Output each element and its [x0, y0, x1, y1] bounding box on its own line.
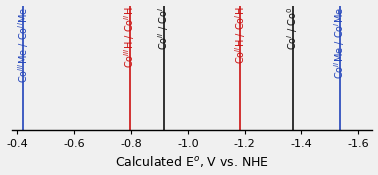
Text: Co$^{II}$H / Co$^{I}$H: Co$^{II}$H / Co$^{I}$H	[233, 7, 248, 64]
Text: Co$^{III}$Me / Co$^{II}$Me: Co$^{III}$Me / Co$^{II}$Me	[16, 7, 31, 83]
Text: Co$^{III}$H / Co$^{II}$H: Co$^{III}$H / Co$^{II}$H	[122, 7, 137, 68]
Text: Co$^{II}$ / Co$^{I}$: Co$^{II}$ / Co$^{I}$	[156, 7, 171, 50]
X-axis label: Calculated E$^{o}$, V vs. NHE: Calculated E$^{o}$, V vs. NHE	[115, 155, 269, 169]
Text: Co$^{I}$ / Co$^{0}$: Co$^{I}$ / Co$^{0}$	[285, 7, 301, 50]
Text: Co$^{II}$Me / Co$^{I}$Me: Co$^{II}$Me / Co$^{I}$Me	[332, 7, 347, 79]
